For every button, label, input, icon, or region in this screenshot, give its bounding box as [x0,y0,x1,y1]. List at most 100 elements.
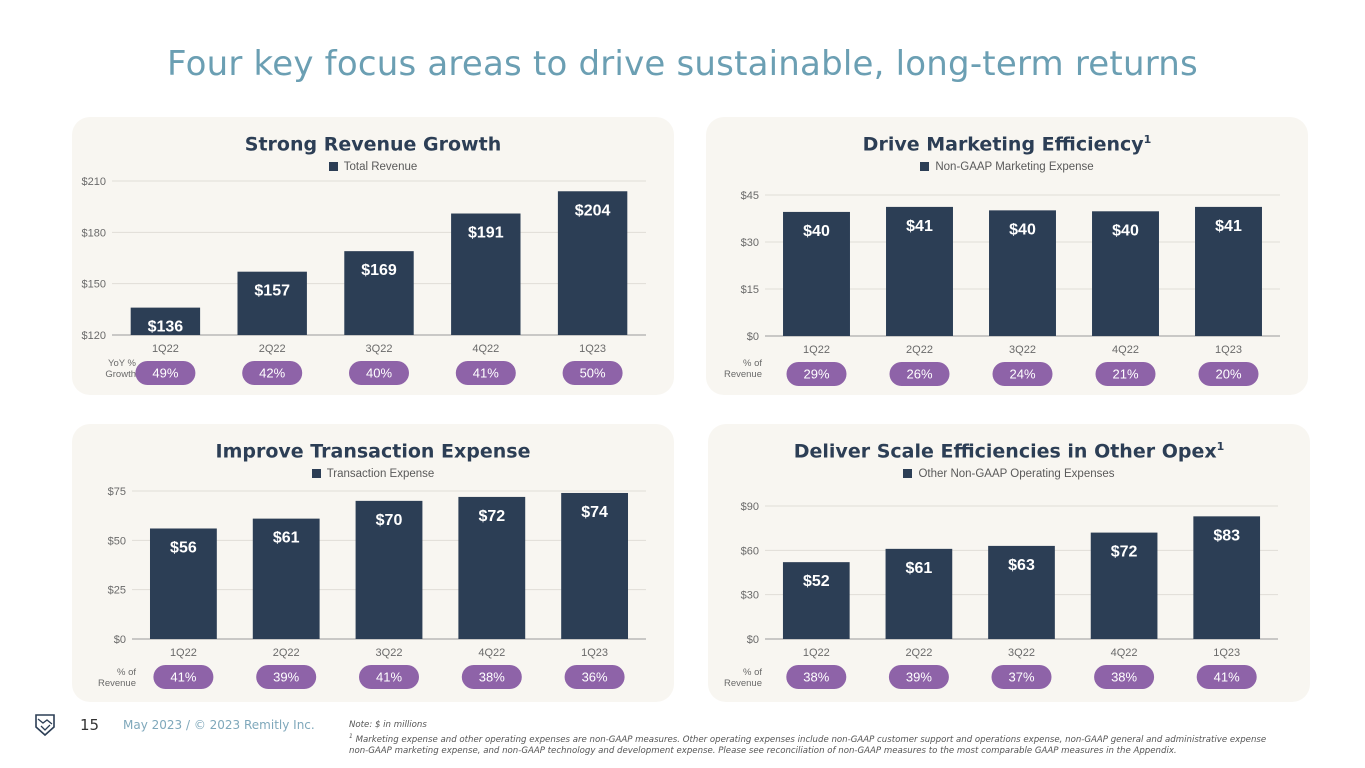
bar [130,307,201,335]
metric-pill-label: 39% [273,670,299,685]
y-tick-label: $210 [82,176,106,188]
page-number: 15 [80,716,100,734]
bar-value-label: $72 [1111,544,1138,561]
x-tick-label: 3Q22 [1009,344,1036,356]
chart-title: Drive Marketing Efficiency1 [862,133,1152,156]
bar [1090,532,1158,639]
bar-value-label: $61 [906,560,933,577]
x-tick-label: 4Q22 [1111,647,1138,659]
metric-pill [889,362,950,386]
bar [783,211,850,336]
bar-value-label: $40 [1112,222,1139,239]
bar-value-label: $56 [170,539,197,556]
x-tick-label: 1Q23 [579,343,606,355]
chart-panel-opex: $0 $30 $60 $90 $52 1Q22 38% $61 2Q22 39% $63 3Q22 37… [708,424,1310,702]
y-tick-label: $180 [82,227,106,239]
chart-legend: Other Non-GAAP Operating Expenses [708,468,1310,480]
metric-pill-label: 49% [152,366,178,381]
metric-pill-label: 21% [1112,367,1138,382]
bar [355,500,423,639]
y-tick-label: $75 [108,486,126,498]
chart-legend: Transaction Expense [72,468,674,480]
bar [1195,206,1262,336]
chart-panel-transaction: $0 $25 $50 $75 $56 1Q22 41% $61 2Q22 39% $70 3Q22 41… [72,424,674,702]
x-tick-label: 1Q22 [803,647,830,659]
metric-pill-label: 38% [1111,670,1137,685]
row-label: % of Revenue [97,667,136,689]
legend-label: Total Revenue [343,161,418,173]
bar [451,213,521,335]
note-units: Note: $ in millions [349,720,427,730]
legend-label: Non-GAAP Marketing Expense [935,161,1094,173]
chart-legend: Non-GAAP Marketing Expense [706,161,1308,173]
metric-pill-label: 50% [580,366,606,381]
chart-title: Strong Revenue Growth [244,133,502,156]
y-tick-label: $60 [741,545,759,557]
metric-pill [992,362,1053,386]
x-tick-label: 4Q22 [1112,344,1139,356]
transaction-chart-svg: $0 $25 $50 $75 $56 1Q22 41% $61 2Q22 39% $70 3Q22 41… [108,486,646,689]
bar-value-label: $83 [1213,527,1240,544]
bar-value-label: $40 [1009,221,1036,238]
metric-pill-label: 38% [479,670,505,685]
y-tick-label: $120 [82,330,106,342]
y-tick-label: $15 [741,284,759,296]
chart-title: Deliver Scale Efficiencies in Other Opex… [793,440,1225,463]
bar [989,210,1056,336]
bar-value-label: $40 [803,223,830,240]
bar [561,492,629,639]
metric-pill [1095,362,1156,386]
x-tick-label: 1Q22 [803,344,830,356]
x-tick-label: 3Q22 [376,647,403,659]
bar-value-label: $74 [581,504,608,521]
metric-pill [461,665,522,689]
revenue-chart-svg: $120 $150 $180 $210 $136 1Q22 49% $157 2Q22 42% $1… [82,176,646,385]
marketing-chart-svg: $0 $15 $30 $45 $40 1Q22 29% $41 2Q22 26% $40 3Q22 24… [741,190,1280,386]
y-tick-label: $25 [108,585,126,597]
chart-legend: Total Revenue [72,161,674,173]
bar [458,496,526,639]
bar [1193,516,1261,639]
bar [149,528,217,639]
metric-pill [1094,665,1155,689]
row-label: % of Revenue [723,667,762,689]
x-tick-label: 3Q22 [1008,647,1035,659]
metric-pill [349,361,409,385]
legend-swatch [903,469,913,478]
legend-swatch [311,469,321,478]
metric-pill [564,665,625,689]
metric-pill-label: 42% [259,366,285,381]
metric-pill [991,665,1052,689]
y-tick-label: $150 [82,279,106,291]
y-tick-label: $90 [741,501,759,513]
bar-value-label: $52 [803,573,830,590]
chart-title: Improve Transaction Expense [215,440,531,463]
bar-value-label: $157 [254,283,290,300]
bar-value-label: $41 [1215,218,1242,235]
metric-pill-label: 20% [1215,367,1241,382]
x-tick-label: 2Q22 [906,344,933,356]
metric-pill [242,361,303,385]
metric-pill-label: 26% [906,367,932,382]
x-tick-label: 4Q22 [478,647,505,659]
page-title: Four key focus areas to drive sustainabl… [167,44,1198,84]
row-label: YoY % Growth [105,358,136,380]
y-tick-label: $30 [741,237,759,249]
bar [885,548,953,639]
y-tick-label: $0 [114,634,126,646]
bar-value-label: $41 [906,218,933,235]
bar-value-label: $70 [376,512,403,529]
legend-label: Transaction Expense [326,468,435,480]
bar [252,518,320,639]
metric-pill [455,361,516,385]
bar [237,271,307,335]
metric-pill-label: 41% [170,670,196,685]
footnote-1: 1 Marketing expense and other operating … [349,733,1267,757]
bar [557,191,628,335]
row-label: % of Revenue [723,358,762,380]
x-tick-label: 1Q22 [170,647,197,659]
bar-value-label: $63 [1008,557,1035,574]
metric-pill-label: 40% [366,366,392,381]
metric-pill-label: 29% [803,367,829,382]
metric-pill [135,361,196,385]
